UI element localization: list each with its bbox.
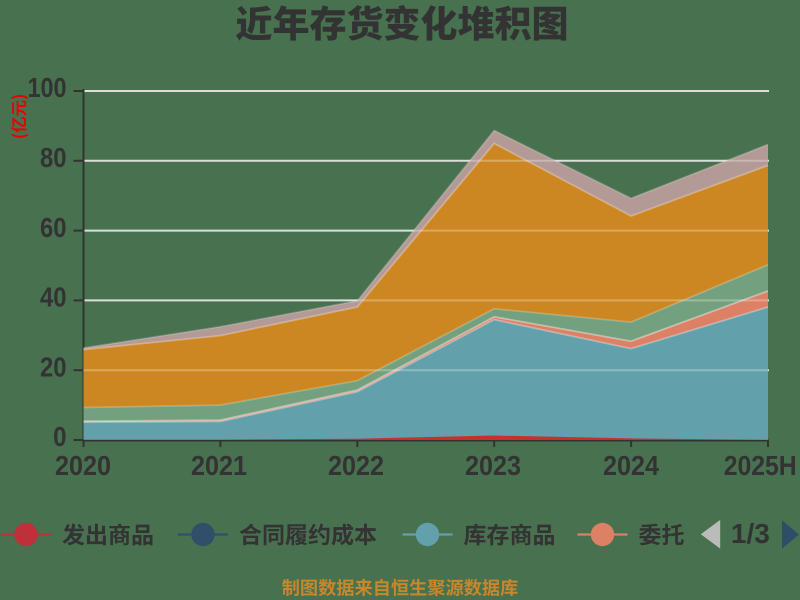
- svg-text:60: 60: [40, 212, 67, 243]
- svg-text:2023: 2023: [465, 450, 521, 481]
- svg-text:0: 0: [53, 421, 66, 452]
- svg-text:2021: 2021: [191, 450, 247, 481]
- svg-text:2020: 2020: [55, 450, 111, 481]
- svg-text:2025H: 2025H: [724, 450, 797, 481]
- svg-text:100: 100: [28, 72, 67, 103]
- svg-text:1/3: 1/3: [731, 518, 770, 549]
- svg-text:80: 80: [40, 142, 67, 173]
- svg-text:40: 40: [40, 282, 67, 313]
- svg-text:2022: 2022: [328, 450, 384, 481]
- svg-text:2024: 2024: [603, 450, 659, 481]
- svg-text:20: 20: [40, 351, 67, 382]
